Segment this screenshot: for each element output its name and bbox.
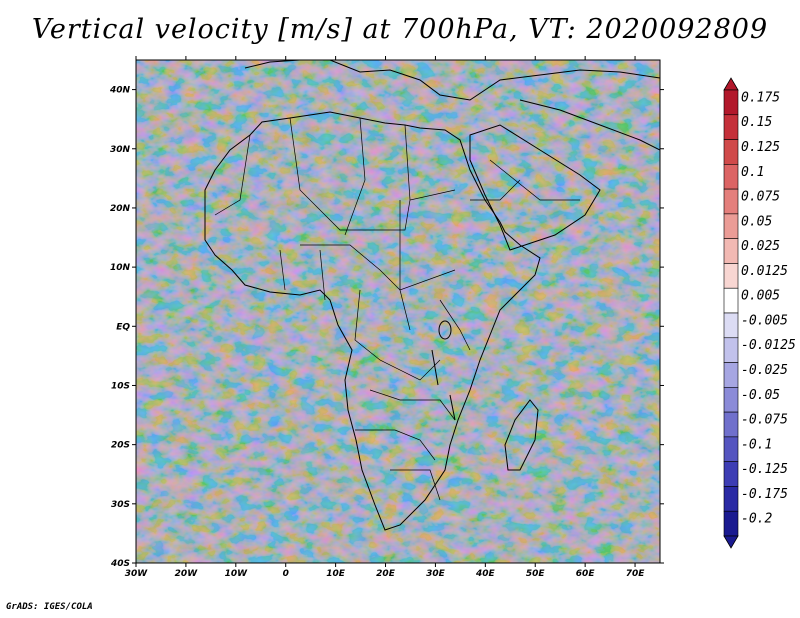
colorbar-label: -0.005 (741, 313, 788, 328)
lat-tick-label: 10S (111, 381, 130, 391)
lat-tick-label: EQ (116, 322, 130, 332)
colorbar: 0.175 0.15 0.125 0.1 0.075 0.05 0.025 0.0125 0.0… (723, 77, 796, 549)
lat-tick-label: 30S (111, 500, 130, 510)
colorbar-label: 0.1 (741, 165, 764, 180)
colorbar-segment (723, 362, 739, 388)
europe-coastline (244, 60, 660, 101)
colorbar-label: -0.05 (741, 388, 780, 403)
lat-tick-label: 40S (110, 559, 130, 569)
lon-tick-label: 30E (426, 569, 446, 579)
colorbar-label: 0.175 (741, 90, 780, 105)
plot-frame (135, 59, 661, 564)
field-noise-red (136, 60, 660, 563)
colorbar-segment (723, 337, 739, 363)
colorbar-label: -0.0125 (741, 338, 796, 353)
colorbar-label: -0.075 (741, 413, 788, 428)
colorbar-label: -0.025 (741, 363, 788, 378)
colorbar-segment (723, 238, 739, 264)
lon-tick-label: 20W (175, 569, 199, 579)
lat-tick-label: 20N (110, 204, 131, 214)
lat-tick-label: 20S (111, 441, 130, 451)
map-title: Vertical velocity [m/s] at 700hPa, VT: 2… (31, 14, 769, 45)
axis-ticks: 40S 30S 20S 10S EQ 10N 20N 30N 40N 30W 20W 10W 0 10E 2… (109, 56, 664, 579)
colorbar-label: 0.075 (741, 190, 780, 205)
map-plot-area (136, 60, 660, 563)
colorbar-segment (723, 486, 739, 512)
colorbar-segment (723, 436, 739, 462)
footer-credit: GrADS: IGES/COLA (6, 602, 93, 612)
lon-tick-label: 50E (526, 569, 546, 579)
lon-tick-label: 20E (376, 569, 396, 579)
colorbar-segment (723, 139, 739, 165)
arabia-coastline (469, 124, 601, 251)
colorbar-segment (723, 387, 739, 413)
colorbar-segment (723, 114, 739, 140)
lon-tick-label: 10W (225, 569, 249, 579)
lat-tick-label: 10N (110, 263, 131, 273)
colorbar-label: 0.005 (741, 289, 780, 304)
colorbar-label: -0.2 (741, 512, 772, 527)
iran-coastline (519, 99, 660, 151)
colorbar-segment (723, 510, 739, 537)
colorbar-top-arrow (723, 77, 739, 91)
colorbar-label: 0.05 (741, 214, 772, 229)
colorbar-segment (723, 89, 739, 116)
madagascar-coastline (504, 399, 539, 471)
colorbar-label: 0.025 (741, 239, 780, 254)
country-borders (214, 117, 580, 501)
coastlines (204, 60, 660, 531)
colorbar-label: 0.0125 (741, 264, 788, 279)
lon-tick-label: 10E (326, 569, 346, 579)
colorbar-label: 0.125 (741, 140, 780, 155)
colorbar-label: -0.125 (741, 462, 788, 477)
lat-tick-label: 30N (110, 145, 131, 155)
colorbar-segment (723, 312, 739, 339)
lat-tick-label: 40N (109, 86, 131, 96)
colorbar-segment (723, 188, 739, 215)
colorbar-label: -0.1 (741, 437, 772, 452)
lakes (431, 320, 456, 421)
colorbar-segment (723, 461, 739, 487)
colorbar-label: 0.15 (741, 115, 772, 130)
colorbar-segment (723, 164, 739, 190)
colorbar-segment (723, 213, 739, 239)
lon-tick-label: 0 (283, 569, 289, 579)
lon-tick-label: 30W (125, 569, 149, 579)
colorbar-segment (723, 263, 739, 289)
lon-tick-label: 60E (576, 569, 596, 579)
lon-tick-label: 40E (475, 569, 496, 579)
lon-tick-label: 70E (626, 569, 646, 579)
colorbar-segment (723, 287, 739, 314)
colorbar-segment (723, 411, 739, 438)
colorbar-bottom-arrow (723, 535, 739, 549)
africa-coastline (204, 111, 541, 531)
colorbar-label: -0.175 (741, 487, 788, 502)
